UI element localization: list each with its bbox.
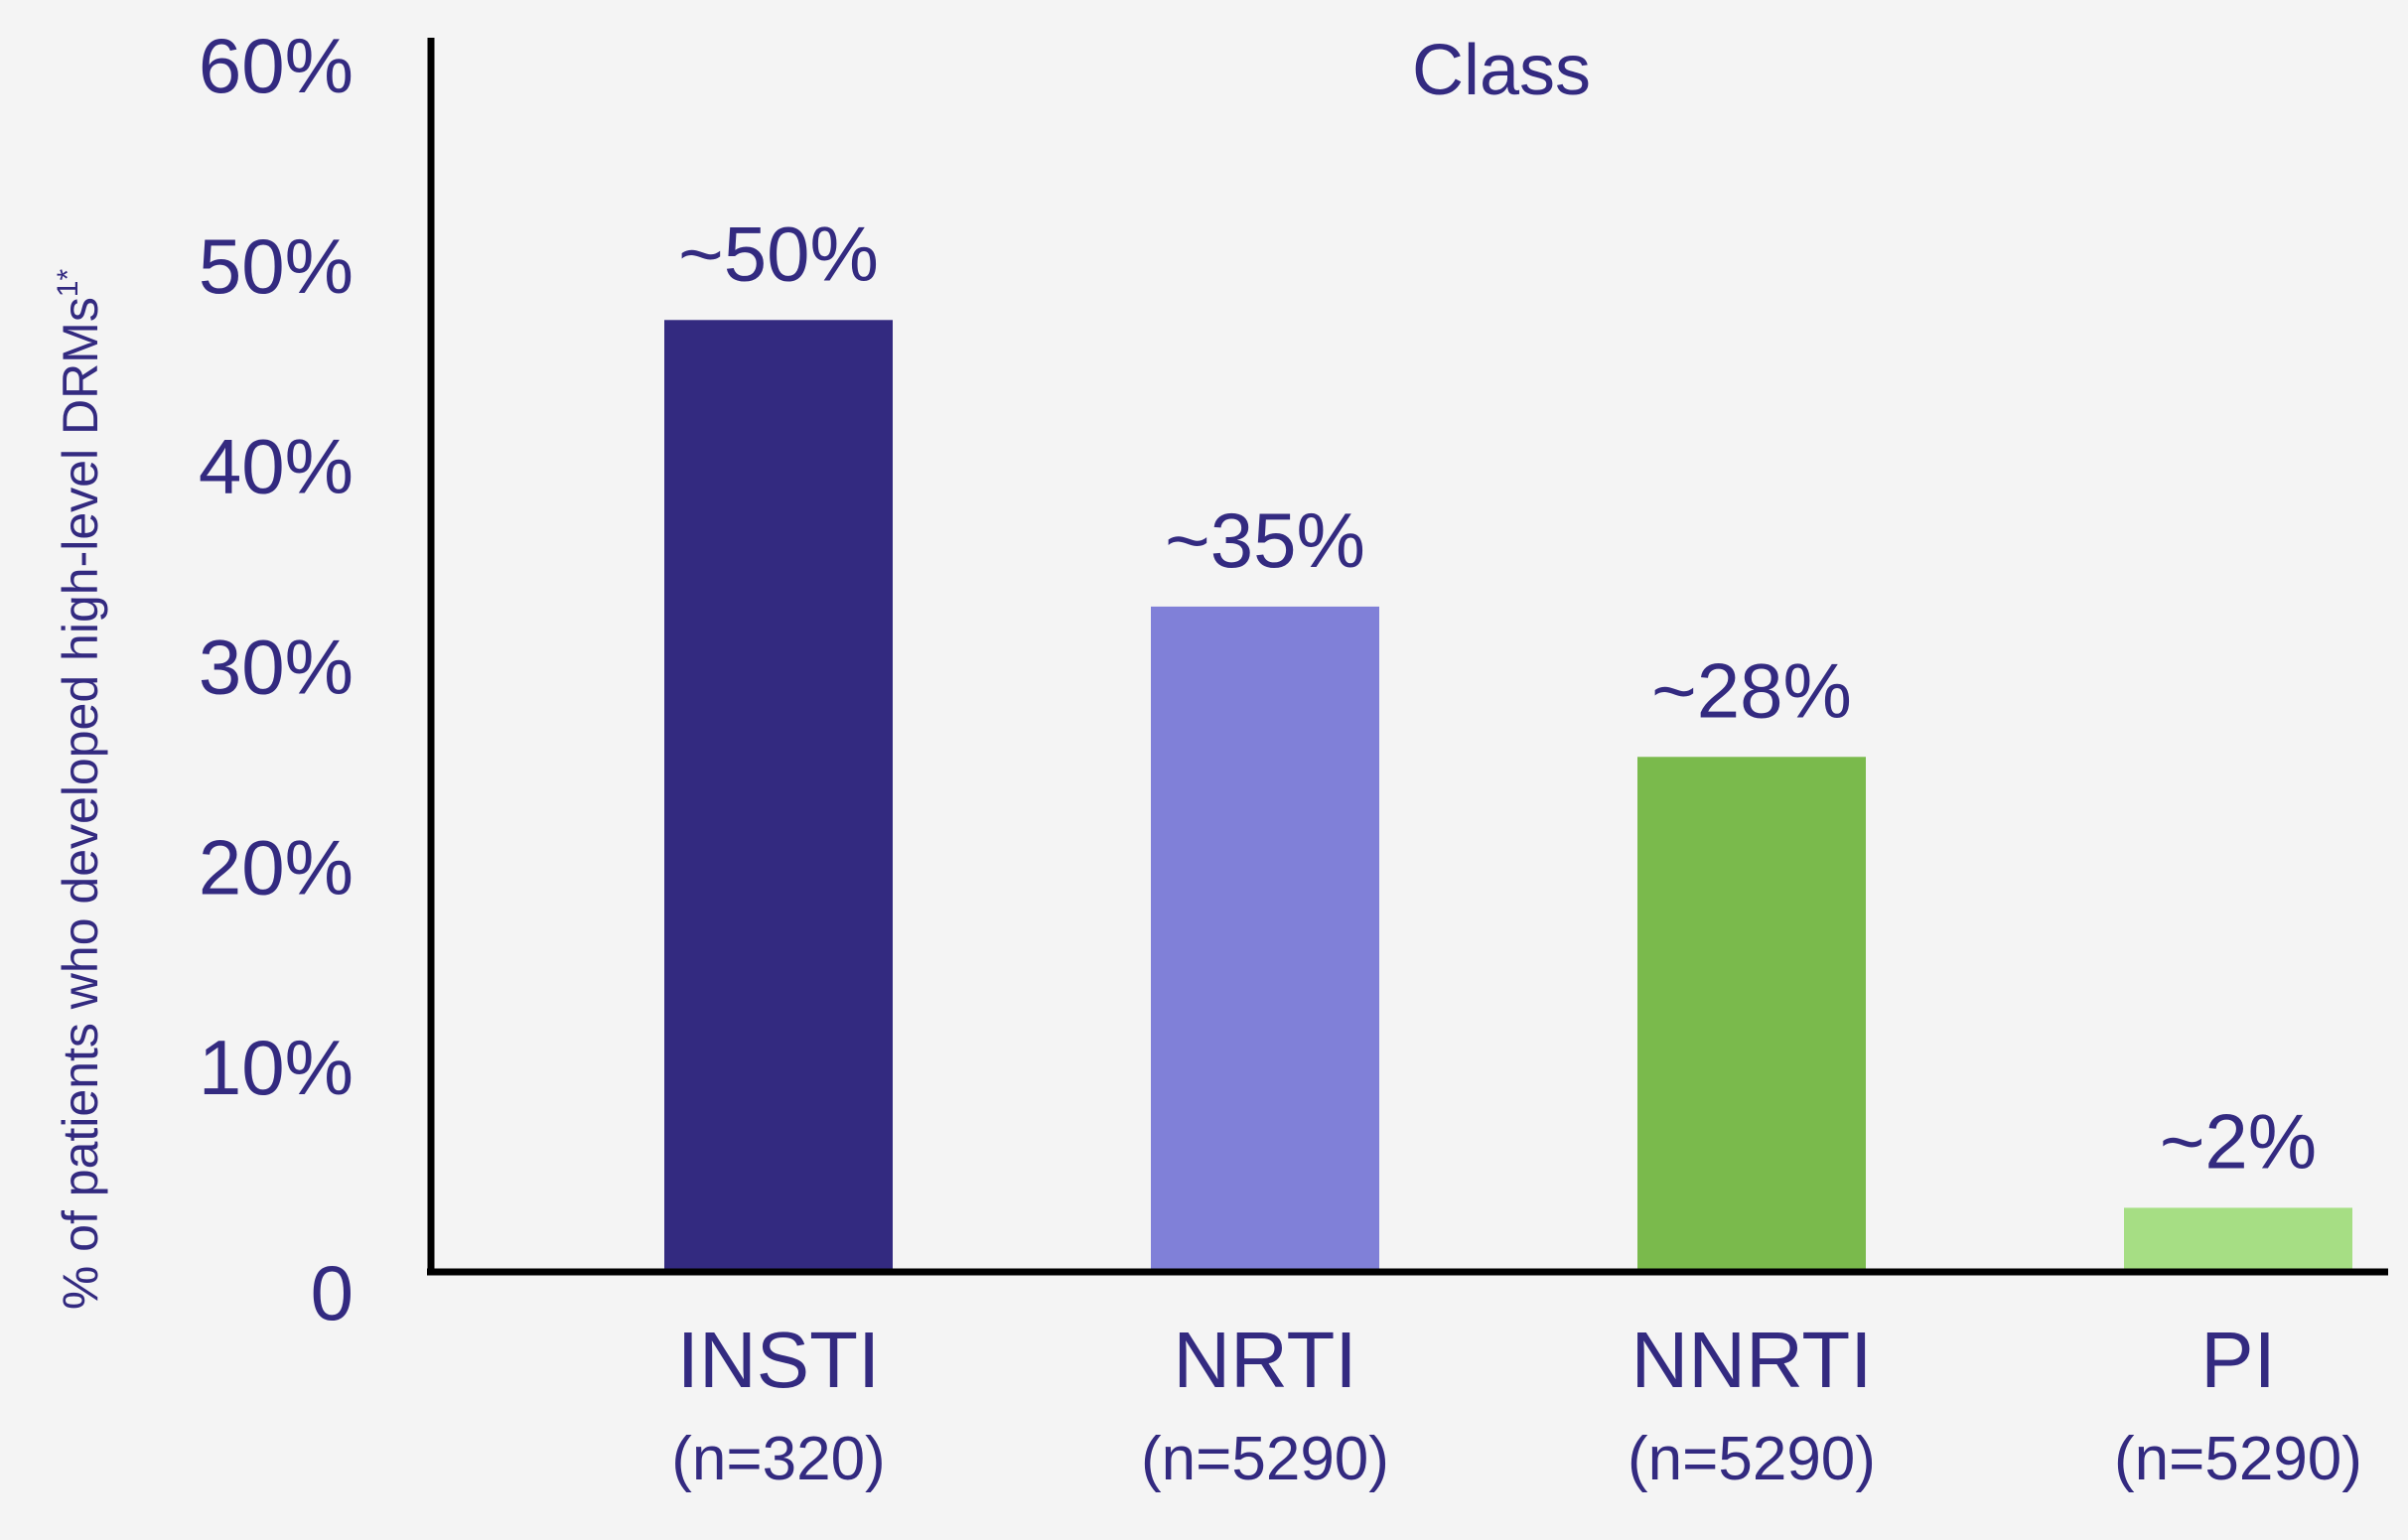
x-tick-label-nnrti: NNRTI — [1631, 1316, 1873, 1404]
x-tick-sublabel-nnrti: (n=5290) — [1628, 1425, 1876, 1493]
bar-nnrti — [1637, 757, 1866, 1269]
y-tick-label: 30% — [199, 624, 354, 711]
chart-title: Class — [1412, 31, 1591, 110]
x-tick-sublabel-pi: (n=5290) — [2114, 1425, 2362, 1493]
y-tick-label: 20% — [199, 823, 354, 910]
x-tick-label-pi: PI — [2200, 1316, 2276, 1404]
data-label-nrti: ~35% — [1165, 496, 1365, 584]
y-tick-label: 0 — [311, 1249, 354, 1336]
y-axis-label-superscript: 1* — [52, 268, 84, 297]
y-tick-label: 60% — [199, 22, 354, 109]
y-tick-label: 50% — [199, 222, 354, 310]
bar-nrti — [1151, 606, 1379, 1269]
x-tick-sublabel-nrti: (n=5290) — [1141, 1425, 1389, 1493]
data-label-insti: ~50% — [678, 210, 879, 297]
x-tick-sublabel-insti: (n=320) — [671, 1425, 885, 1493]
data-labels: ~50% ~35% ~28% ~2% — [678, 210, 2317, 1185]
y-axis-label-text: % of patients who developed high-level D… — [53, 297, 108, 1310]
y-tick-label: 10% — [199, 1024, 354, 1111]
bars — [664, 320, 2352, 1270]
y-axis-label: % of patients who developed high-level D… — [52, 268, 108, 1310]
bar-insti — [664, 320, 893, 1270]
data-label-nnrti: ~28% — [1651, 646, 1852, 734]
x-tick-label-nrti: NRTI — [1173, 1316, 1356, 1404]
x-tick-label-insti: INSTI — [677, 1316, 880, 1404]
y-tick-label: 40% — [199, 423, 354, 510]
x-axis-labels: INSTI (n=320) NRTI (n=5290) NNRTI (n=5290) PI (… — [671, 1316, 2362, 1493]
y-axis-ticks: 0 10% 20% 30% 40% 50% 60% — [199, 22, 354, 1336]
data-label-pi: ~2% — [2160, 1097, 2317, 1185]
bar-pi — [2124, 1207, 2352, 1269]
